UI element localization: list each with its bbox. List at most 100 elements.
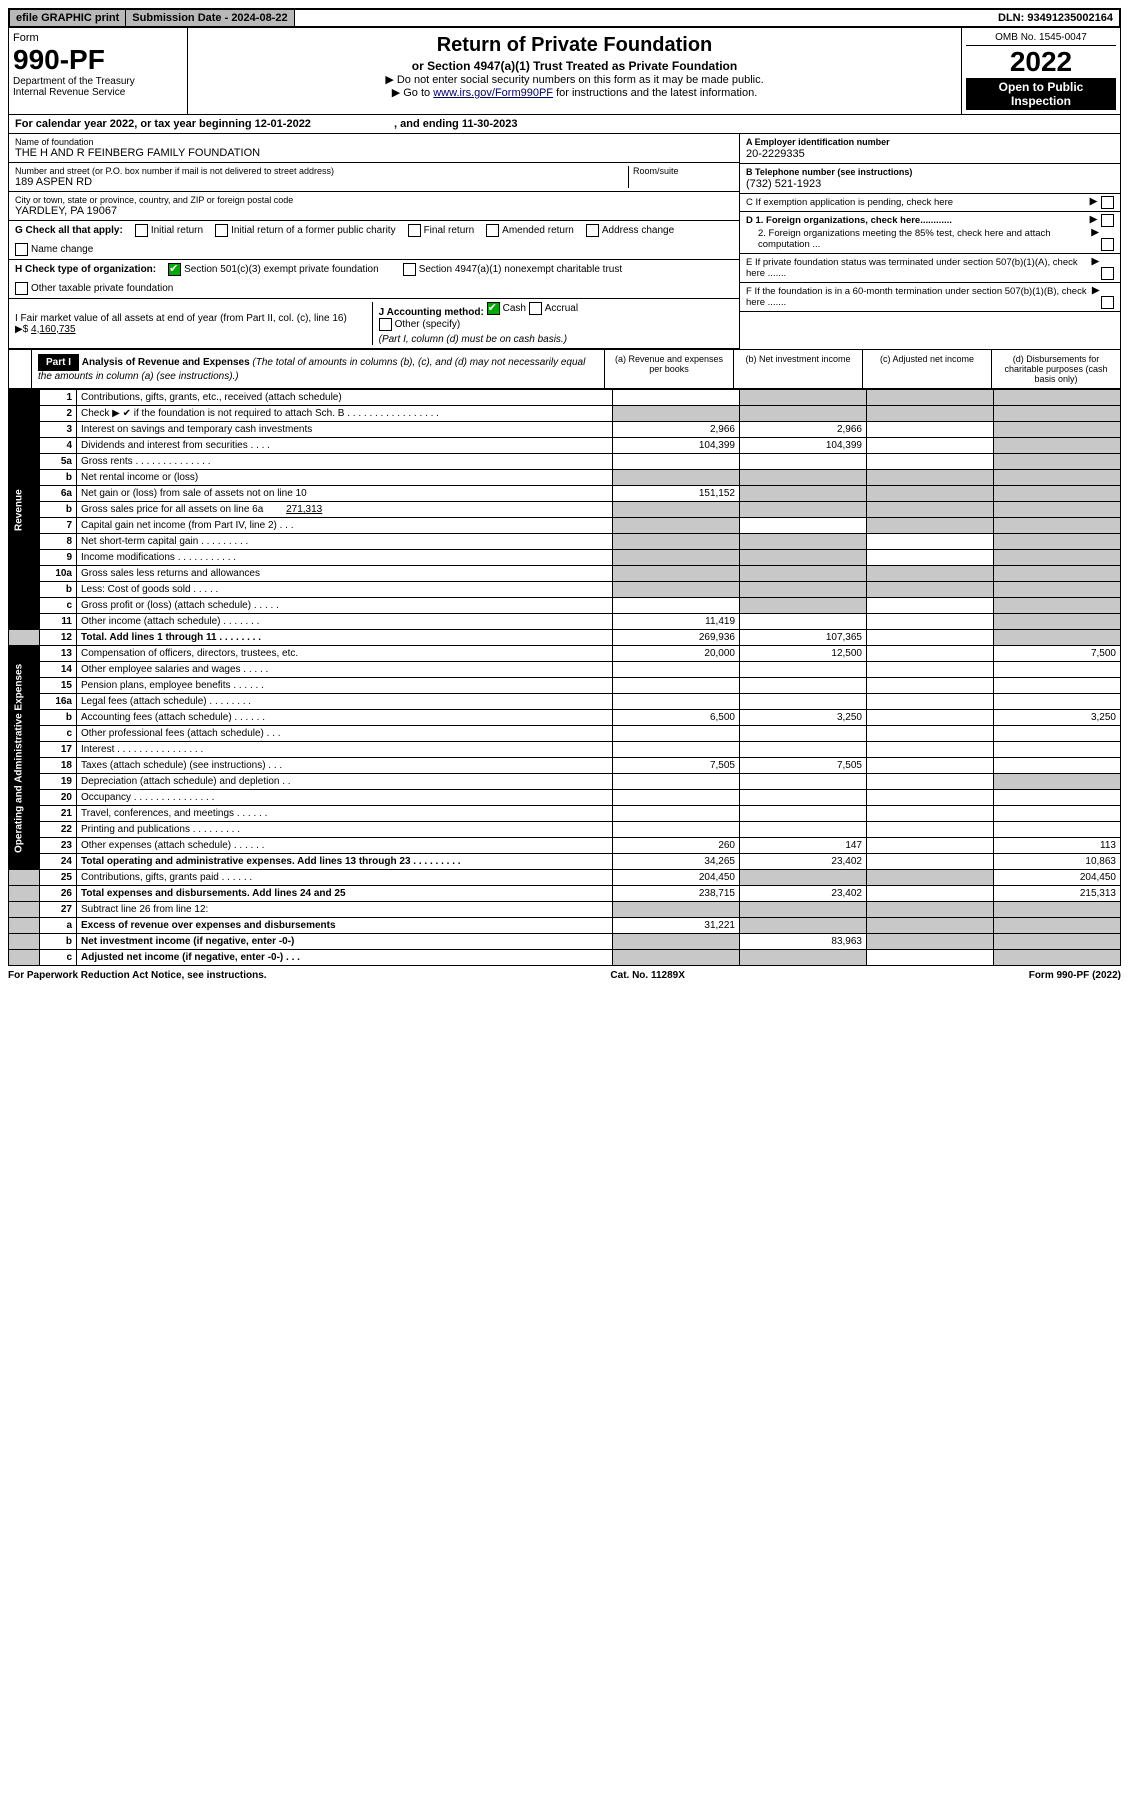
city-cell: City or town, state or province, country… — [9, 192, 739, 221]
row-17: Interest . . . . . . . . . . . . . . . . — [77, 742, 613, 758]
dln: DLN: 93491235002164 — [992, 10, 1119, 26]
col-b-hdr: (b) Net investment income — [733, 350, 862, 388]
v25a: 204,450 — [613, 870, 740, 886]
chk-initial-public[interactable] — [215, 224, 228, 237]
row-6b: Gross sales price for all assets on line… — [77, 502, 613, 518]
footer: For Paperwork Reduction Act Notice, see … — [8, 966, 1121, 985]
row-15: Pension plans, employee benefits . . . .… — [77, 678, 613, 694]
addr-cell: Number and street (or P.O. box number if… — [9, 163, 739, 192]
info-left: Name of foundation THE H AND R FEINBERG … — [9, 134, 739, 349]
v24a: 34,265 — [613, 854, 740, 870]
g-opt-0: Initial return — [151, 225, 203, 236]
part1-badge: Part I — [38, 354, 79, 371]
chk-other-acct[interactable] — [379, 318, 392, 331]
col-a-hdr: (a) Revenue and expenses per books — [604, 350, 733, 388]
v13a: 20,000 — [613, 646, 740, 662]
row-18: Taxes (attach schedule) (see instruction… — [77, 758, 613, 774]
v27b: 83,963 — [740, 934, 867, 950]
chk-name[interactable] — [15, 243, 28, 256]
chk-c[interactable] — [1101, 196, 1114, 209]
tel-cell: B Telephone number (see instructions) (7… — [740, 164, 1120, 194]
g-opt-4: Address change — [602, 225, 674, 236]
v12a: 269,936 — [613, 630, 740, 646]
v25d: 204,450 — [994, 870, 1121, 886]
chk-address[interactable] — [586, 224, 599, 237]
row-11: Other income (attach schedule) . . . . .… — [77, 614, 613, 630]
footer-right: Form 990-PF (2022) — [1029, 970, 1121, 981]
col-d-hdr: (d) Disbursements for charitable purpose… — [991, 350, 1120, 388]
i-val: 4,160,735 — [31, 324, 76, 335]
footer-left: For Paperwork Reduction Act Notice, see … — [8, 970, 267, 981]
chk-f[interactable] — [1101, 296, 1114, 309]
ij-row: I Fair market value of all assets at end… — [9, 299, 739, 349]
row-19: Depreciation (attach schedule) and deple… — [77, 774, 613, 790]
tel-val: (732) 521-1923 — [746, 178, 1114, 190]
g-opt-3: Amended return — [502, 225, 574, 236]
goto-prefix: ▶ Go to — [392, 87, 433, 99]
chk-final[interactable] — [408, 224, 421, 237]
row-6a: Net gain or (loss) from sale of assets n… — [77, 486, 613, 502]
row-22: Printing and publications . . . . . . . … — [77, 822, 613, 838]
chk-e[interactable] — [1101, 267, 1114, 280]
c-row: C If exemption application is pending, c… — [740, 194, 1120, 212]
main-table: Revenue 1Contributions, gifts, grants, e… — [8, 389, 1121, 966]
v3a: 2,966 — [613, 422, 740, 438]
v27a: 31,221 — [613, 918, 740, 934]
row-16a: Legal fees (attach schedule) . . . . . .… — [77, 694, 613, 710]
g-opt-2: Final return — [424, 225, 475, 236]
cal-end: 11-30-2023 — [462, 118, 518, 130]
v18a: 7,505 — [613, 758, 740, 774]
v26b: 23,402 — [740, 886, 867, 902]
chk-d2[interactable] — [1101, 238, 1114, 251]
chk-accrual[interactable] — [529, 302, 542, 315]
row-13: Compensation of officers, directors, tru… — [77, 646, 613, 662]
subtitle-2b: ▶ Go to www.irs.gov/Form990PF for instru… — [192, 86, 957, 99]
form-header: Form 990-PF Department of the Treasury I… — [8, 28, 1121, 115]
revenue-side: Revenue — [9, 390, 40, 630]
side-spacer — [9, 350, 32, 388]
v12b: 107,365 — [740, 630, 867, 646]
col-c-hdr: (c) Adjusted net income — [862, 350, 991, 388]
info-grid: Name of foundation THE H AND R FEINBERG … — [8, 134, 1121, 349]
row-27: Subtract line 26 from line 12: — [77, 902, 613, 918]
tel-label: B Telephone number (see instructions) — [746, 167, 912, 177]
row-10a: Gross sales less returns and allowances — [77, 566, 613, 582]
chk-cash[interactable] — [487, 302, 500, 315]
chk-amended[interactable] — [486, 224, 499, 237]
g-label: G Check all that apply: — [15, 225, 123, 236]
row-9: Income modifications . . . . . . . . . .… — [77, 550, 613, 566]
d-row: D 1. Foreign organizations, check here..… — [740, 212, 1120, 254]
goto-suffix: for instructions and the latest informat… — [556, 87, 757, 99]
cal-begin: 12-01-2022 — [255, 118, 311, 130]
f-text: F If the foundation is in a 60-month ter… — [746, 286, 1092, 308]
calendar-year-row: For calendar year 2022, or tax year begi… — [8, 115, 1121, 134]
row-23: Other expenses (attach schedule) . . . .… — [77, 838, 613, 854]
row-27a: Excess of revenue over expenses and disb… — [81, 920, 336, 931]
ein-val: 20-2229335 — [746, 148, 1114, 160]
name-label: Name of foundation — [15, 137, 733, 147]
ein-cell: A Employer identification number 20-2229… — [740, 134, 1120, 164]
chk-other-tax[interactable] — [15, 282, 28, 295]
part1-desc: Part I Analysis of Revenue and Expenses … — [32, 350, 604, 388]
addr-val: 189 ASPEN RD — [15, 176, 628, 188]
j-note: (Part I, column (d) must be on cash basi… — [379, 334, 567, 345]
j-cash: Cash — [503, 303, 526, 314]
row-14: Other employee salaries and wages . . . … — [77, 662, 613, 678]
expenses-side: Operating and Administrative Expenses — [9, 646, 40, 870]
row-8: Net short-term capital gain . . . . . . … — [77, 534, 613, 550]
subtitle-1: or Section 4947(a)(1) Trust Treated as P… — [192, 59, 957, 73]
chk-initial[interactable] — [135, 224, 148, 237]
form-link[interactable]: www.irs.gov/Form990PF — [433, 87, 553, 99]
chk-501c3[interactable] — [168, 263, 181, 276]
row-3: Interest on savings and temporary cash i… — [77, 422, 613, 438]
d2-text: 2. Foreign organizations meeting the 85%… — [746, 228, 1091, 250]
header-left: Form 990-PF Department of the Treasury I… — [9, 28, 188, 114]
g-opt-1: Initial return of a former public charit… — [231, 225, 396, 236]
v4a: 104,399 — [613, 438, 740, 454]
chk-4947[interactable] — [403, 263, 416, 276]
city-val: YARDLEY, PA 19067 — [15, 205, 733, 217]
h-opt2: Section 4947(a)(1) nonexempt charitable … — [419, 264, 622, 275]
row-26: Total expenses and disbursements. Add li… — [81, 888, 346, 899]
row-16b: Accounting fees (attach schedule) . . . … — [77, 710, 613, 726]
chk-d1[interactable] — [1101, 214, 1114, 227]
